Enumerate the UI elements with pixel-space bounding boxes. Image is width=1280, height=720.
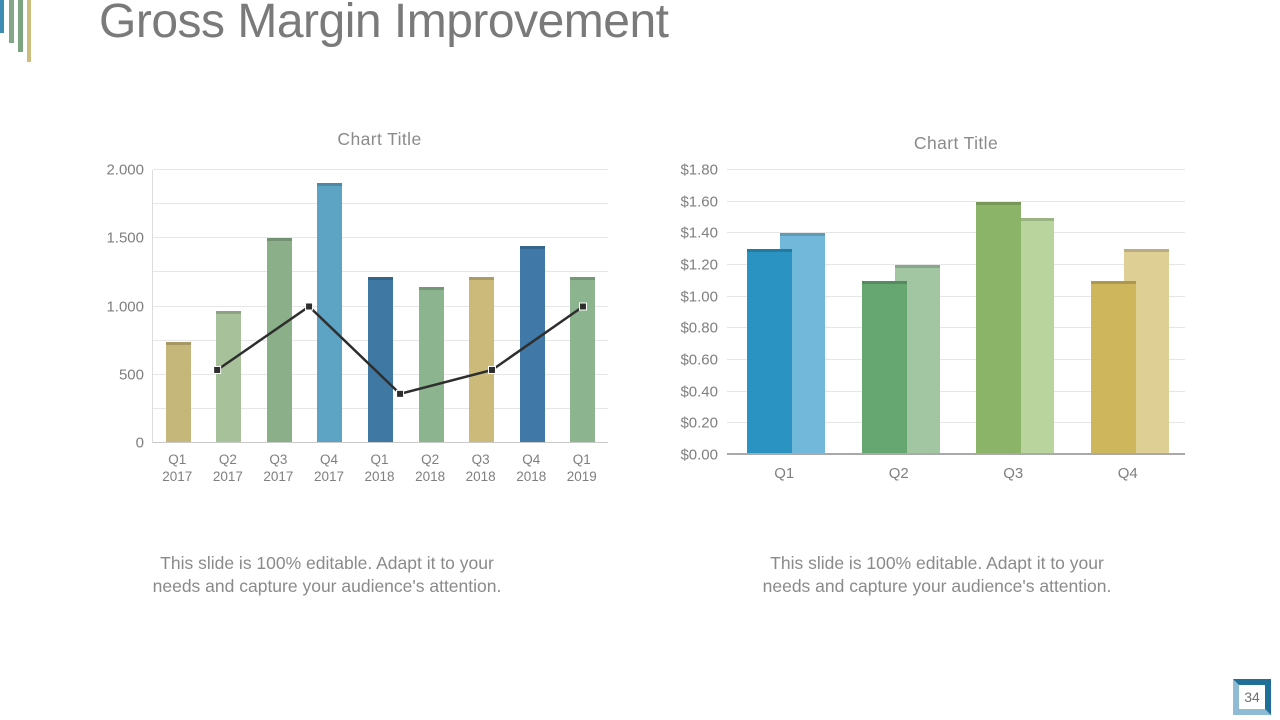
bar: [368, 277, 394, 443]
x-axis-tick-label: Q3: [1003, 465, 1024, 482]
y-axis-tick-label: 500: [118, 366, 144, 384]
gridline: [727, 264, 1185, 265]
x-axis-tick-label: Q3 2017: [263, 452, 294, 484]
bar: [216, 310, 242, 443]
bar-series-1: [747, 249, 792, 455]
logo-bar: [18, 0, 23, 52]
bar-slot: [355, 170, 406, 443]
caption-left: This slide is 100% editable. Adapt it to…: [152, 553, 502, 596]
line-marker: [487, 365, 496, 374]
bar-group: [956, 170, 1071, 455]
line-marker: [305, 302, 314, 311]
page-number: 34: [1244, 689, 1260, 705]
x-axis-tick-label: Q2: [888, 465, 909, 482]
chart-left-bars: [153, 170, 608, 443]
bar-group: [727, 170, 842, 455]
chart-left-x-axis-labels: Q1 2017 Q2 2017 Q3 2017 Q4 2017 Q1 2018 Q2 2018 Q3 20…: [152, 451, 607, 485]
chart-left-title: Chart Title: [337, 129, 422, 149]
brand-logo: [0, 0, 40, 70]
bar: [317, 182, 343, 443]
chart-combo-bar-line: Chart Title 0 500 1.000 1.500 2.000 Q1 2017 Q2…: [100, 125, 620, 500]
gridline: [153, 203, 608, 205]
y-axis-tick-label: $1.00: [680, 288, 718, 306]
bar-series-1: [1090, 280, 1136, 455]
gridline: [153, 237, 608, 239]
line-marker: [396, 389, 405, 398]
bar: [519, 245, 545, 443]
line-marker: [578, 302, 587, 311]
bar-group: [1071, 170, 1186, 455]
gridline: [153, 271, 608, 273]
bar-series-1: [861, 280, 907, 455]
y-axis-tick-label: 0: [135, 434, 144, 452]
chart-right-title: Chart Title: [913, 133, 999, 153]
y-axis-tick-label: $0.00: [680, 446, 718, 464]
bar-slot: [305, 170, 356, 443]
y-axis-tick-label: 1.000: [106, 298, 144, 315]
bar-slot: [456, 170, 507, 443]
x-axis-tick-label: Q2 2018: [415, 452, 446, 484]
page-number-badge: 34: [1233, 679, 1271, 715]
gridline: [153, 169, 608, 170]
x-axis-tick-label: Q2 2017: [212, 452, 243, 484]
y-axis-tick-label: $0.20: [680, 414, 718, 432]
y-axis-tick-label: $1.20: [680, 256, 718, 274]
y-axis-tick-label: $0.60: [680, 351, 718, 369]
x-axis-tick-label: Q4 2018: [516, 452, 547, 484]
x-axis-tick-label: Q4 2017: [313, 452, 344, 484]
y-axis-tick-label: 1.500: [106, 229, 144, 247]
y-axis-tick-label: $0.80: [680, 319, 718, 337]
y-axis-tick-label: $1.80: [680, 161, 718, 179]
gridline: [727, 169, 1185, 170]
x-axis-tick-label: Q4: [1117, 465, 1138, 482]
chart-left-line-series: [213, 302, 587, 398]
bar-slot: [204, 170, 255, 443]
bar: [165, 342, 191, 443]
logo-bar: [9, 0, 14, 43]
gridline: [727, 327, 1185, 329]
gridline: [727, 232, 1185, 234]
bar-series-1: [976, 201, 1021, 455]
line-marker: [213, 365, 222, 374]
bar: [266, 238, 292, 443]
x-axis-tick-label: Q1: [774, 465, 795, 482]
gridline: [727, 422, 1185, 424]
bar-slot: [254, 170, 305, 443]
gridline: [727, 359, 1185, 360]
chart-right-x-axis-labels: Q1 Q2 Q3 Q4: [727, 465, 1185, 482]
gridline: [727, 200, 1185, 202]
bar-slot: [507, 170, 558, 443]
x-axis-tick-label: Q3 2018: [465, 452, 496, 484]
bar: [418, 286, 444, 443]
logo-bar: [27, 0, 31, 62]
x-axis-tick-label: Q1 2017: [162, 452, 193, 484]
chart-right-bars: [727, 170, 1185, 455]
y-axis-tick-label: $0.40: [680, 383, 718, 401]
bar-slot: [406, 170, 457, 443]
chart-right-plot-area: $0.00 $0.20 $0.40 $0.60 $0.80 $1.00 $1.20 $1.40…: [680, 162, 1185, 464]
chart-left-plot-area: 0 500 1.000 1.500 2.000: [106, 162, 608, 452]
gridline: [727, 390, 1185, 392]
x-axis-tick-label: Q1 2019: [566, 452, 597, 484]
chart-right-x-axis: [727, 453, 1185, 455]
bar-slot: [153, 170, 204, 443]
page-title: Gross Margin Improvement: [99, 0, 669, 48]
y-axis-tick-label: $1.60: [680, 193, 718, 211]
y-axis-tick-label: $1.40: [680, 224, 718, 242]
x-axis-tick-label: Q1 2018: [364, 452, 395, 484]
caption-right: This slide is 100% editable. Adapt it to…: [762, 553, 1112, 596]
y-axis-tick-label: 2.000: [106, 161, 144, 179]
chart-left-x-axis: [153, 442, 608, 443]
bar: [469, 277, 495, 443]
trend-line: [216, 304, 584, 396]
chart-grouped-bar: Chart Title $0.00 $0.20 $0.40 $0.60 $0.80 $1.…: [660, 128, 1200, 508]
bar-group: [842, 170, 957, 455]
gridline: [727, 295, 1185, 297]
logo-bar: [0, 0, 4, 33]
